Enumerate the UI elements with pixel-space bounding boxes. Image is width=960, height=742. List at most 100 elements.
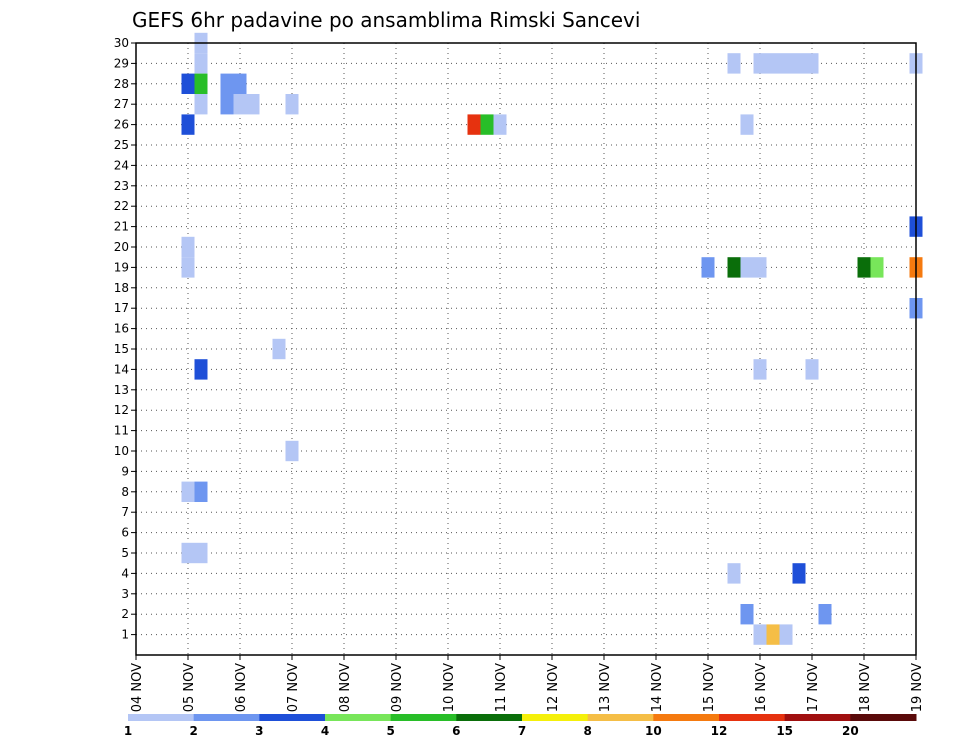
y-tick-label: 11 <box>114 424 129 438</box>
y-tick-label: 9 <box>121 464 129 478</box>
colorbar-label: 4 <box>321 724 329 738</box>
precip-cell <box>857 257 871 278</box>
precip-cell <box>701 257 715 278</box>
precip-cell <box>740 604 754 625</box>
colorbar-swatch <box>456 714 523 721</box>
precip-cell <box>805 359 819 380</box>
precip-cell <box>181 542 195 564</box>
colorbar-label: 7 <box>518 724 526 738</box>
y-tick-label: 25 <box>114 138 129 152</box>
y-axis-ticks: 1234567891011121314151617181920212223242… <box>114 36 136 642</box>
precip-cell <box>818 604 832 625</box>
x-tick-label: 18 NOV <box>858 663 873 712</box>
x-tick-label: 04 NOV <box>130 663 145 712</box>
y-tick-label: 28 <box>114 77 129 91</box>
precip-cell <box>285 440 299 462</box>
y-tick-label: 7 <box>121 505 129 519</box>
x-tick-label: 09 NOV <box>390 663 405 712</box>
precip-cell <box>766 53 780 74</box>
x-axis-ticks: 04 NOV 05 NOV 06 NOV 07 NOV 08 NOV 09 NOV 10 N… <box>130 655 925 712</box>
precip-cell <box>181 73 195 94</box>
precip-cell <box>233 73 247 94</box>
colorbar-label: 1 <box>124 724 132 738</box>
colorbar-label: 8 <box>583 724 591 738</box>
colorbar-label: 12 <box>711 724 728 738</box>
colorbar-label: 10 <box>645 724 662 738</box>
precip-cell <box>181 236 195 258</box>
x-tick-label: 05 NOV <box>182 663 197 712</box>
y-tick-label: 14 <box>114 362 129 376</box>
chart-title: GEFS 6hr padavine po ansamblima Rimski S… <box>132 8 640 32</box>
y-tick-label: 4 <box>121 566 129 580</box>
precip-cell <box>194 73 208 94</box>
precip-cell <box>194 359 208 380</box>
precip-cell <box>753 359 767 380</box>
precip-cell <box>779 53 793 74</box>
precip-cell <box>740 114 754 135</box>
y-tick-label: 26 <box>114 118 129 132</box>
precip-cell <box>220 73 234 94</box>
colorbar-label: 3 <box>255 724 263 738</box>
colorbar-swatch <box>325 714 392 721</box>
y-tick-label: 2 <box>121 607 129 621</box>
y-tick-label: 6 <box>121 526 129 540</box>
precip-cell <box>181 481 195 502</box>
x-tick-label: 12 NOV <box>546 663 561 712</box>
precip-cell <box>766 624 780 645</box>
x-tick-label: 10 NOV <box>442 663 457 712</box>
y-tick-label: 24 <box>114 158 129 172</box>
x-tick-label: 15 NOV <box>702 663 717 712</box>
precip-cell <box>727 53 741 74</box>
y-tick-label: 20 <box>114 240 129 254</box>
colorbar-swatch <box>850 714 917 721</box>
y-tick-label: 15 <box>114 342 129 356</box>
y-tick-label: 1 <box>121 628 129 642</box>
x-tick-label: 16 NOV <box>754 663 769 712</box>
y-tick-label: 22 <box>114 199 129 213</box>
y-tick-label: 3 <box>121 587 129 601</box>
colorbar-swatch <box>128 714 195 721</box>
y-tick-label: 19 <box>114 260 129 274</box>
precip-cell <box>194 542 208 564</box>
colorbar-label: 6 <box>452 724 460 738</box>
x-tick-label: 11 NOV <box>494 663 509 712</box>
x-tick-label: 13 NOV <box>598 663 613 712</box>
x-tick-label: 17 NOV <box>806 663 821 712</box>
colorbar: 1 2 3 4 5 6 7 8 10 12 15 20 <box>124 714 917 738</box>
colorbar-swatch <box>259 714 326 721</box>
y-tick-label: 8 <box>121 485 129 499</box>
precip-cell <box>194 481 208 502</box>
colorbar-label: 2 <box>189 724 197 738</box>
precip-cell <box>246 94 260 115</box>
precip-cell <box>753 624 767 645</box>
y-tick-label: 21 <box>114 220 129 234</box>
y-tick-label: 18 <box>114 281 129 295</box>
precip-cell <box>792 563 806 584</box>
precip-cell <box>753 257 767 278</box>
precip-cell <box>220 94 234 115</box>
colorbar-swatch <box>587 714 654 721</box>
precip-cell <box>272 338 286 360</box>
x-tick-label: 07 NOV <box>286 663 301 712</box>
precip-cell <box>727 257 741 278</box>
precip-cell <box>194 53 208 74</box>
precip-cell <box>727 563 741 584</box>
y-tick-label: 23 <box>114 179 129 193</box>
y-tick-label: 17 <box>114 301 129 315</box>
precip-cell <box>493 114 507 135</box>
precip-cell <box>870 257 884 278</box>
x-tick-label: 06 NOV <box>234 663 249 712</box>
colorbar-swatch <box>653 714 720 721</box>
y-tick-label: 16 <box>114 322 129 336</box>
y-tick-label: 5 <box>121 546 129 560</box>
precip-cell <box>753 53 767 74</box>
precip-cell <box>467 114 481 135</box>
y-tick-label: 12 <box>114 403 129 417</box>
precip-cell <box>181 257 195 278</box>
precip-cell <box>194 94 208 115</box>
colorbar-swatch <box>522 714 589 721</box>
y-tick-label: 10 <box>114 444 129 458</box>
y-tick-label: 30 <box>114 36 129 50</box>
precip-cell <box>792 53 806 74</box>
